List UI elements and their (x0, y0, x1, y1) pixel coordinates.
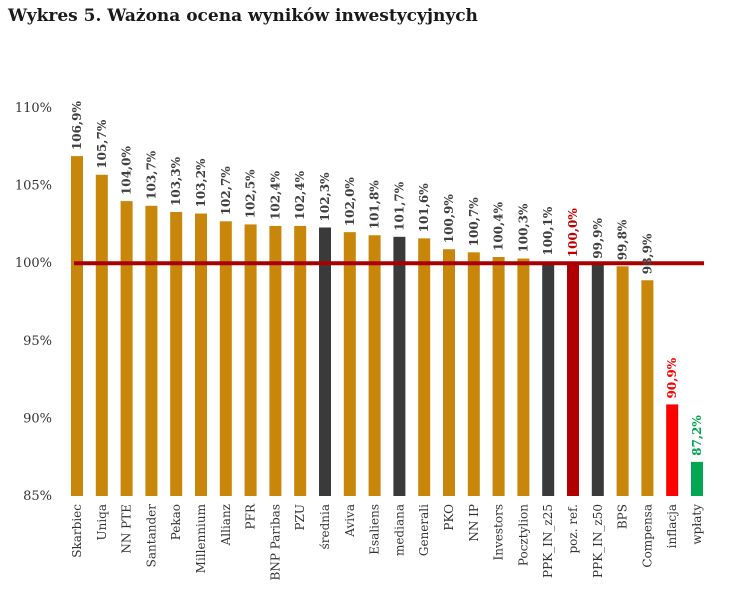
bar (666, 404, 679, 496)
data-label: 102,4% (293, 170, 307, 220)
x-tick-label: Generali (417, 504, 431, 556)
x-tick-label: mediana (392, 504, 406, 556)
bar (195, 213, 207, 496)
x-tick-label: BPS (616, 504, 630, 529)
x-tick-label: Compensa (640, 504, 654, 568)
bar (170, 211, 183, 496)
data-label: 104,0% (120, 146, 134, 196)
x-tick-label: Allianz (219, 504, 233, 546)
data-label: 99,9% (591, 218, 605, 259)
bar (691, 461, 703, 496)
x-tick-label: PPK_IN_z50 (591, 504, 605, 578)
x-tick-label: NN IP (467, 504, 481, 542)
bar (343, 232, 356, 496)
x-tick-label: Millennium (194, 503, 208, 573)
data-label: 101,8% (368, 180, 382, 230)
x-tick-label: Esaliens (368, 504, 382, 555)
bar (319, 227, 331, 496)
bar (492, 256, 505, 496)
x-tick-label: Uniqa (95, 504, 109, 541)
bar (616, 266, 629, 496)
bar (219, 221, 232, 496)
bar (145, 205, 158, 496)
bar (542, 261, 555, 496)
data-label: 103,2% (194, 158, 208, 208)
bar (95, 174, 108, 496)
data-label: 87,2% (690, 415, 704, 456)
bars (71, 156, 703, 497)
bar (294, 225, 307, 496)
chart-title: Wykres 5. Ważona ocena wyników inwestycy… (8, 6, 478, 26)
y-tick-label: 95% (23, 334, 52, 349)
x-tick-label: PFR (244, 503, 258, 529)
x-tick-label: Pekao (169, 504, 183, 540)
data-label: 100,3% (516, 203, 530, 253)
x-tick-label: PZU (293, 504, 307, 531)
data-label: 100,4% (492, 201, 506, 251)
data-label: 102,4% (268, 170, 282, 220)
x-tick-label: Pocztylion (516, 504, 530, 566)
x-axis-labels: Skarbiec Uniqa NN PTE Santander Pekao Millenn… (70, 503, 704, 580)
x-tick-label: Aviva (343, 504, 357, 538)
x-tick-label: PKO (442, 504, 456, 531)
x-tick-label: wpłaty (690, 504, 704, 545)
y-tick-label: 90% (23, 411, 52, 426)
bar (641, 280, 654, 496)
data-label: 100,9% (442, 194, 456, 244)
x-tick-label: Skarbiec (70, 504, 84, 558)
data-labels: 106,9% 105,7% 104,0% 103,7% 103,3% 103,2% 102,… (70, 101, 704, 456)
data-label: 102,0% (343, 177, 357, 227)
y-tick-label: 100% (15, 256, 52, 271)
data-label: 99,8% (616, 219, 630, 260)
bar (443, 249, 455, 496)
bar (567, 263, 579, 496)
data-label: 106,9% (70, 101, 84, 151)
x-tick-label: NN PTE (120, 504, 134, 554)
data-label: 100,7% (467, 197, 481, 247)
data-label: 103,3% (169, 156, 183, 206)
y-tick-label: 85% (23, 489, 52, 504)
x-tick-label: poz. ref. (566, 504, 580, 554)
data-label: 102,3% (318, 172, 332, 222)
x-tick-label: średnia (318, 504, 332, 549)
bar (393, 236, 406, 497)
x-tick-label: inflacja (665, 504, 679, 548)
data-label: 100,0% (566, 208, 580, 258)
bar (418, 238, 431, 497)
data-label: 102,7% (219, 166, 233, 216)
data-label: 105,7% (95, 119, 109, 169)
y-tick-label: 110% (15, 101, 52, 116)
bar (591, 264, 604, 496)
data-label: 102,5% (244, 169, 258, 219)
bar (368, 235, 381, 496)
data-label: 98,9% (640, 233, 654, 274)
bar (517, 258, 530, 496)
x-tick-label: Investors (492, 504, 506, 560)
bar (71, 156, 83, 496)
bar (244, 224, 257, 496)
x-tick-label: Santander (144, 504, 158, 568)
data-label: 103,7% (144, 150, 158, 200)
x-tick-label: PPK_IN_z25 (541, 504, 555, 578)
bar (467, 252, 480, 496)
x-tick-label: BNP Paribas (268, 504, 282, 580)
data-label: 100,1% (541, 206, 555, 256)
y-tick-label: 105% (15, 179, 52, 194)
data-label: 90,9% (665, 357, 679, 398)
y-axis: 110% 105% 100% 95% 90% 85% (15, 101, 52, 504)
data-label: 101,7% (392, 181, 406, 231)
data-label: 101,6% (417, 183, 431, 233)
bar (269, 225, 282, 496)
bar (120, 201, 133, 496)
